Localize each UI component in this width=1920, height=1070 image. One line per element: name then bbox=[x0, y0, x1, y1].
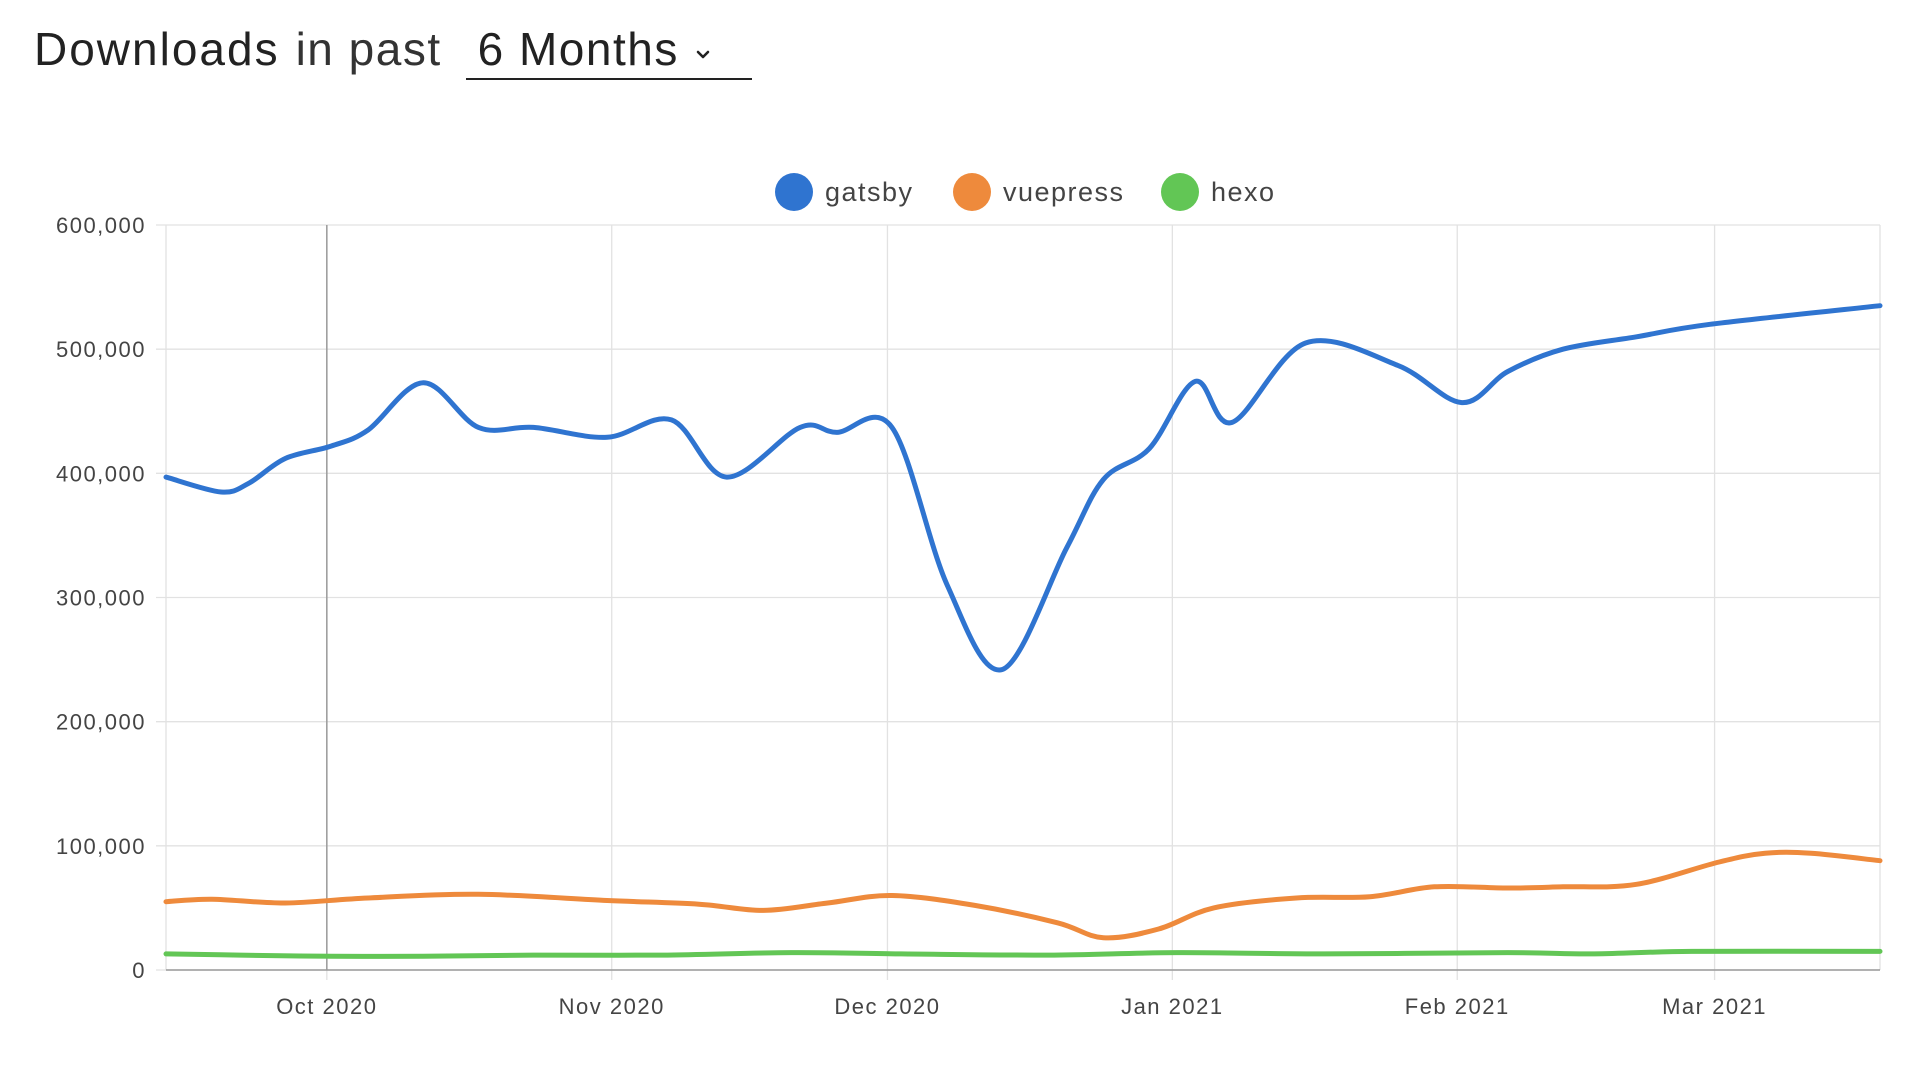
legend-item-hexo: hexo bbox=[1161, 173, 1276, 211]
y-tick-label: 0 bbox=[132, 958, 146, 983]
x-tick-label: Jan 2021 bbox=[1121, 994, 1224, 1019]
series-line-gatsby bbox=[163, 303, 1883, 673]
x-tick-label: Feb 2021 bbox=[1405, 994, 1510, 1019]
chart-axes: 0 100,000 200,000 300,000 400,000 500,000 600,… bbox=[56, 213, 1880, 1019]
legend-swatch-hexo bbox=[1161, 173, 1199, 211]
x-tick-label: Oct 2020 bbox=[276, 994, 377, 1019]
legend-item-vuepress: vuepress bbox=[953, 173, 1125, 211]
series-line-hexo bbox=[163, 948, 1883, 959]
legend-label-gatsby: gatsby bbox=[825, 177, 914, 207]
legend-swatch-gatsby bbox=[775, 173, 813, 211]
x-tick-label: Mar 2021 bbox=[1662, 994, 1767, 1019]
x-tick-label: Nov 2020 bbox=[559, 994, 665, 1019]
y-tick-label: 400,000 bbox=[56, 461, 146, 486]
y-tick-label: 200,000 bbox=[56, 710, 146, 735]
chart-legend: gatsby vuepress hexo bbox=[775, 173, 1276, 211]
x-tick-label: Dec 2020 bbox=[834, 994, 940, 1019]
y-tick-label: 100,000 bbox=[56, 834, 146, 859]
legend-item-gatsby: gatsby bbox=[775, 173, 914, 211]
chart-header: Downloads in past 6 Months bbox=[34, 22, 752, 80]
period-dropdown-value: 6 Months bbox=[477, 23, 679, 75]
page-title: Downloads bbox=[34, 23, 280, 75]
y-tick-label: 500,000 bbox=[56, 337, 146, 362]
chart-series bbox=[163, 303, 1883, 959]
legend-swatch-vuepress bbox=[953, 173, 991, 211]
legend-label-hexo: hexo bbox=[1211, 177, 1276, 207]
period-dropdown[interactable]: 6 Months bbox=[465, 22, 752, 80]
title-subtitle: in past bbox=[295, 23, 442, 75]
chevron-down-icon bbox=[696, 50, 710, 59]
legend-label-vuepress: vuepress bbox=[1003, 177, 1125, 207]
y-tick-label: 600,000 bbox=[56, 213, 146, 238]
y-tick-label: 300,000 bbox=[56, 586, 146, 611]
series-line-vuepress bbox=[163, 849, 1883, 941]
